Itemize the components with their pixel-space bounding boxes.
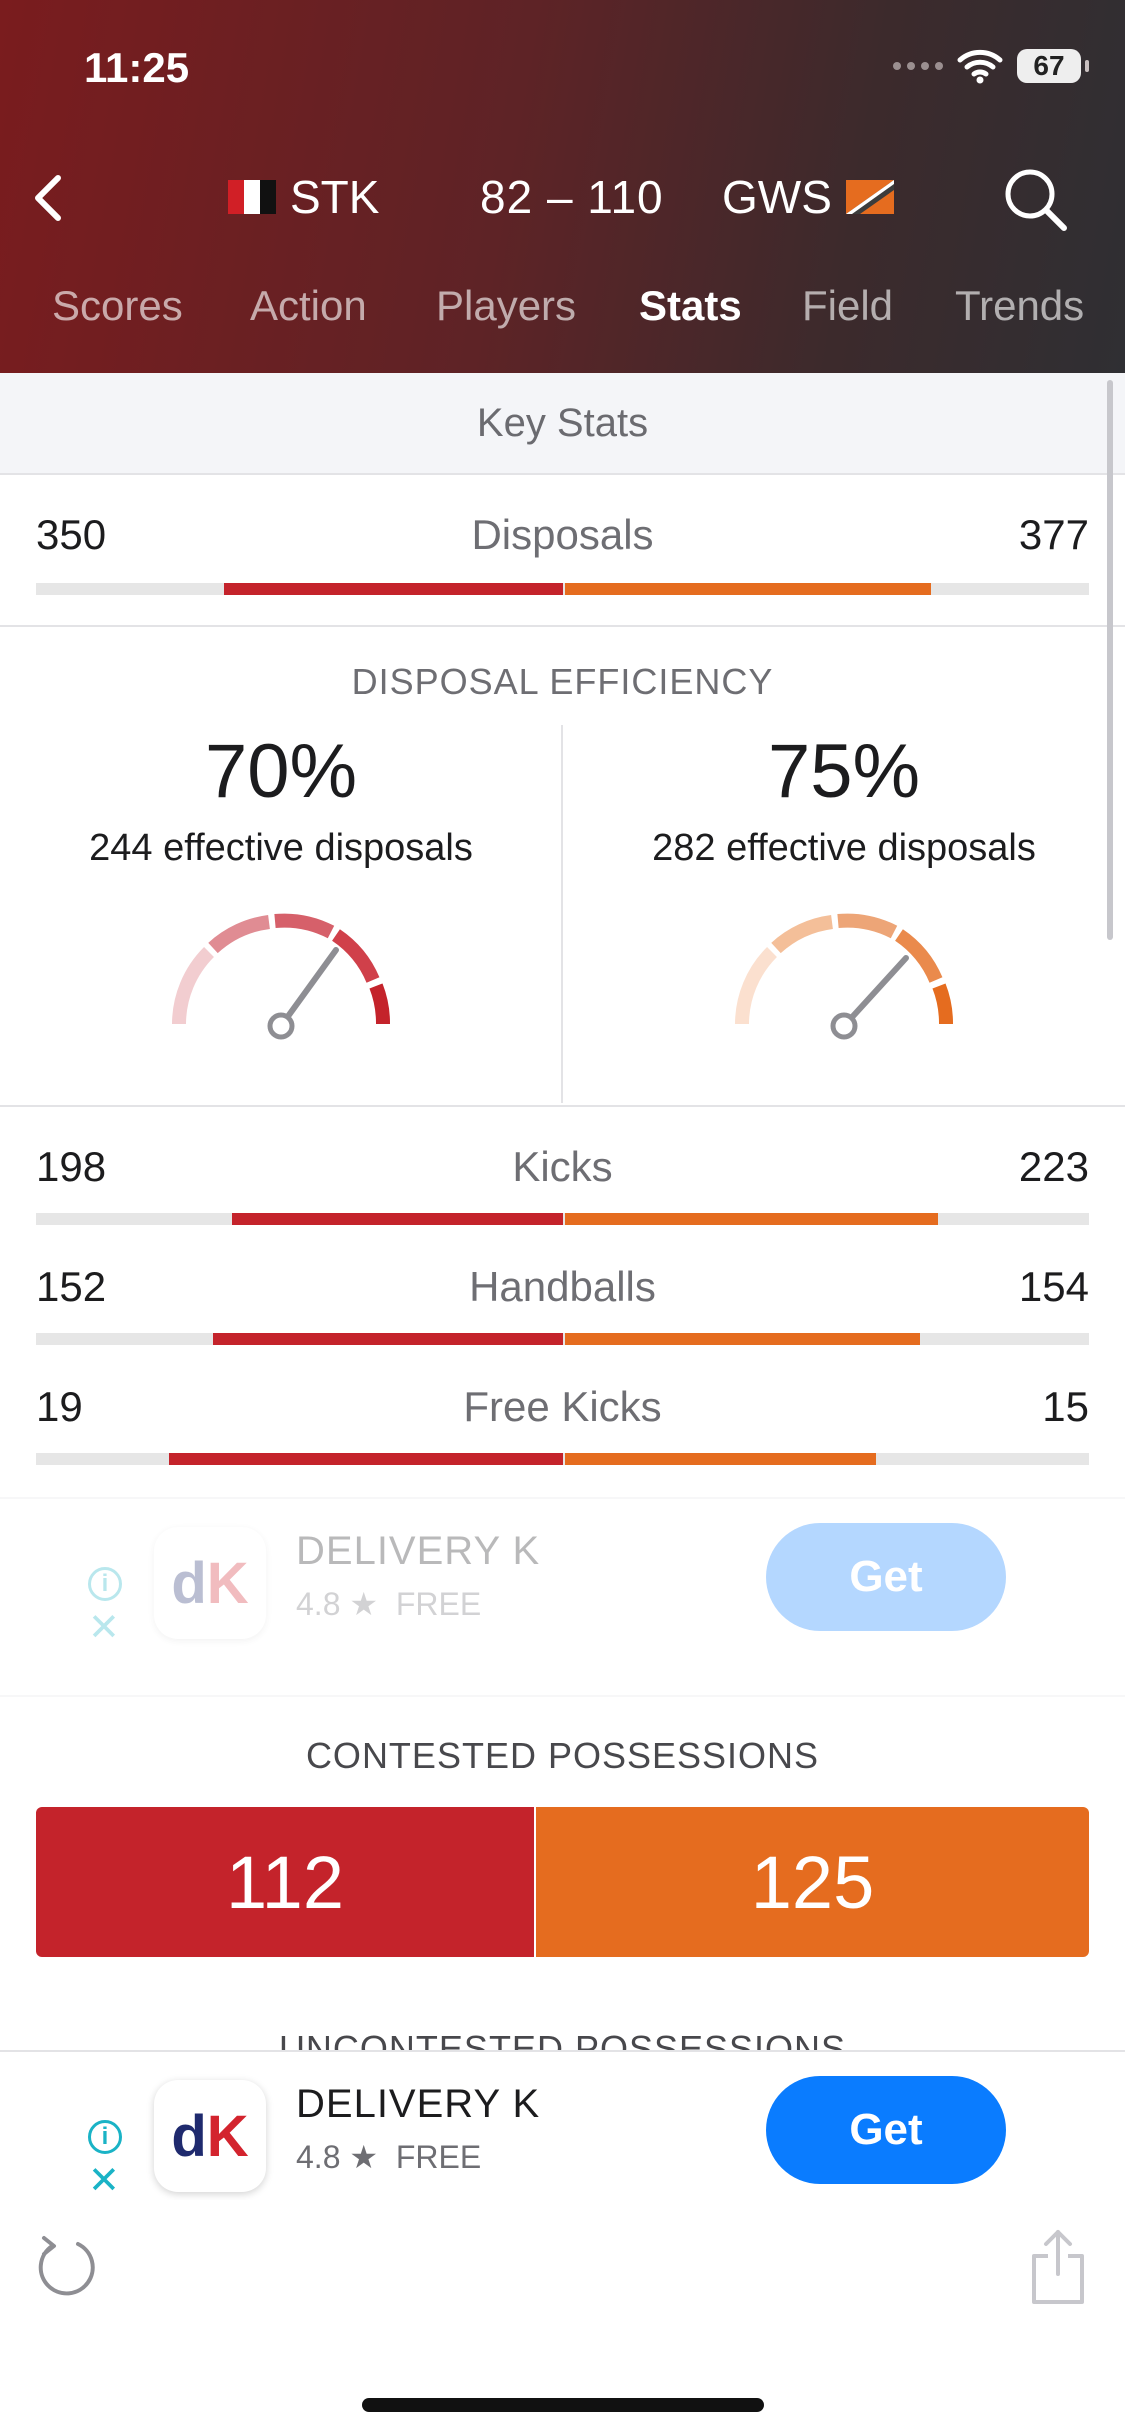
comparison-bar xyxy=(36,1453,1089,1465)
section-key-stats: Key Stats xyxy=(0,373,1125,475)
away-efficiency-gauge-icon xyxy=(735,913,954,1040)
home-value: 152 xyxy=(36,1263,107,1310)
away-bar xyxy=(564,1213,938,1225)
section-contested-possessions: CONTESTED POSSESSIONS xyxy=(305,1735,820,1776)
home-bar xyxy=(212,1333,563,1345)
comparison-bar xyxy=(36,1333,1089,1345)
away-bar xyxy=(564,1333,920,1345)
away-value: 223 xyxy=(1018,1143,1089,1190)
stat-label: Handballs xyxy=(469,1263,656,1310)
status-icons: 67 xyxy=(893,48,1089,84)
tab-stats[interactable]: Stats xyxy=(639,282,742,329)
scrollbar[interactable] xyxy=(1107,380,1113,940)
refresh-icon[interactable] xyxy=(30,2232,100,2302)
share-icon[interactable] xyxy=(1028,2228,1088,2306)
away-bar xyxy=(564,583,931,595)
home-bar xyxy=(168,1453,563,1465)
match-score: 82 – 110 xyxy=(480,171,664,223)
away-team: GWS xyxy=(722,170,894,224)
stat-label: Disposals xyxy=(471,511,654,558)
ad-get-button[interactable]: Get xyxy=(766,2076,1006,2184)
ad-rating: 4.8 ★ FREE xyxy=(296,1586,482,1622)
stats-content: Key Stats 350 Disposals 377 DISPOSAL EFF… xyxy=(0,373,1125,1957)
efficiency-panels: 70% 244 effective disposals 75% 282 effe… xyxy=(0,725,1125,1105)
stat-row-disposals: 350 Disposals 377 xyxy=(0,475,1125,625)
tab-players[interactable]: Players xyxy=(436,282,577,329)
tab-field[interactable]: Field xyxy=(802,282,894,329)
gws-flag-icon xyxy=(845,180,894,214)
tab-trends[interactable]: Trends xyxy=(955,282,1085,329)
ad-app-name: DELIVERY K xyxy=(296,2082,541,2126)
divider xyxy=(0,625,1125,627)
stat-row-free-kicks: 19 Free Kicks 15 xyxy=(0,1347,1125,1497)
status-time: 11:25 xyxy=(84,44,190,91)
home-bar xyxy=(231,1213,563,1225)
match-header: 11:25 67 STK 82 – 110 GWS xyxy=(0,0,1125,373)
cellular-icon xyxy=(893,62,943,70)
ad-info-icon[interactable]: i xyxy=(88,1567,122,1601)
ad-app-name: DELIVERY K xyxy=(296,1529,541,1573)
tab-action[interactable]: Action xyxy=(250,282,367,329)
home-value: 198 xyxy=(36,1143,107,1190)
back-chevron-icon[interactable] xyxy=(26,174,74,222)
ad-get-button[interactable]: Get xyxy=(766,1523,1006,1631)
match-tabs: Scores Action Players Stats Field Trends xyxy=(0,282,1125,352)
away-value: 154 xyxy=(1018,1263,1089,1310)
comparison-bar xyxy=(36,1213,1089,1225)
home-efficiency: 70% 244 effective disposals xyxy=(0,727,562,1049)
away-team-name: GWS xyxy=(722,171,832,223)
bottom-toolbar xyxy=(0,2200,1125,2436)
home-indicator[interactable] xyxy=(362,2398,764,2412)
away-efficiency: 75% 282 effective disposals xyxy=(563,727,1125,1049)
ad-close-icon[interactable]: ✕ xyxy=(88,2160,120,2202)
ad-info-icon[interactable]: i xyxy=(88,2120,122,2154)
match-nav: STK 82 – 110 GWS xyxy=(0,150,1125,246)
stat-label: Free Kicks xyxy=(463,1383,662,1430)
home-efficiency-gauge-icon xyxy=(172,913,391,1040)
ad-rating: 4.8 ★ FREE xyxy=(296,2139,482,2175)
away-effective-disposals: 282 effective disposals xyxy=(652,827,1036,869)
tab-scores[interactable]: Scores xyxy=(52,282,183,329)
stk-flag-icon xyxy=(228,180,276,214)
search-icon[interactable] xyxy=(1000,164,1070,234)
home-team: STK xyxy=(228,170,379,224)
home-team-name: STK xyxy=(290,171,380,223)
home-efficiency-percent: 70% xyxy=(204,729,358,814)
stat-label: Kicks xyxy=(512,1143,613,1190)
home-contested: 112 xyxy=(36,1807,534,1957)
wifi-icon xyxy=(957,49,1003,84)
section-disposal-efficiency: DISPOSAL EFFICIENCY xyxy=(351,661,774,702)
contested-possessions-bar: 112 125 xyxy=(36,1807,1089,1957)
away-value: 377 xyxy=(1018,511,1089,558)
home-value: 350 xyxy=(36,511,107,558)
stat-row-handballs: 152 Handballs 154 xyxy=(0,1227,1125,1347)
ad-close-icon[interactable]: ✕ xyxy=(88,1607,120,1649)
home-value: 19 xyxy=(36,1383,83,1430)
comparison-bar xyxy=(36,583,1089,595)
away-contested: 125 xyxy=(536,1807,1089,1957)
divider xyxy=(0,1105,1125,1107)
home-bar xyxy=(223,583,563,595)
stat-row-kicks: 198 Kicks 223 xyxy=(0,1107,1125,1227)
away-bar xyxy=(564,1453,876,1465)
away-efficiency-percent: 75% xyxy=(767,729,921,814)
battery-indicator: 67 xyxy=(1017,49,1089,83)
divider xyxy=(561,725,563,1103)
away-value: 15 xyxy=(1042,1383,1089,1430)
home-effective-disposals: 244 effective disposals xyxy=(89,827,473,869)
